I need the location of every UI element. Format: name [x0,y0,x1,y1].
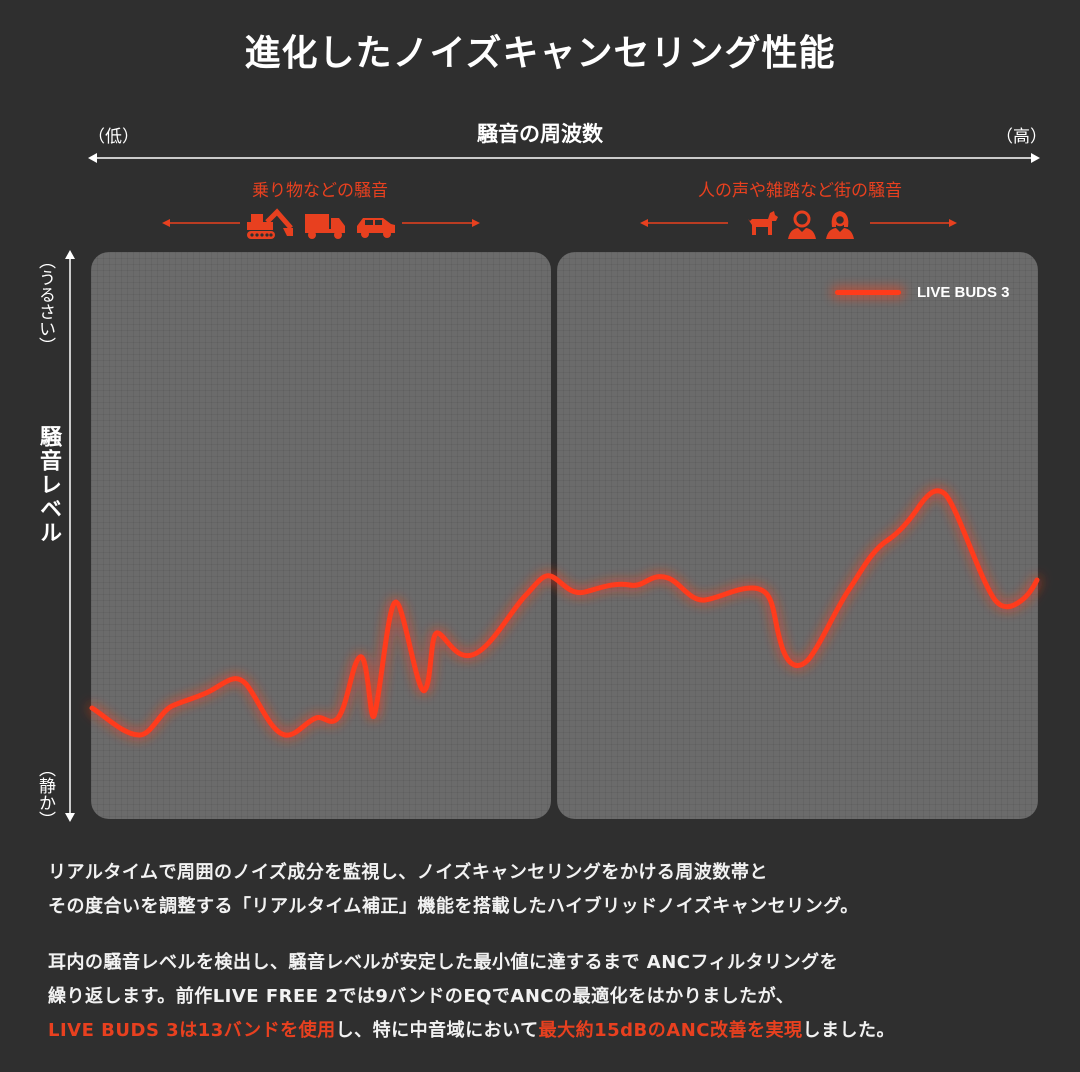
city-icons [748,208,854,240]
paragraph-2-line-2: 繰り返します。前作LIVE FREE 2では9バンドのEQでANCの最適化をはか… [48,986,795,1007]
vertical-axis-arrow [65,250,75,822]
man-icon [788,210,816,239]
group-label-city: 人の声や雑踏など街の騒音 [698,181,902,201]
group-label-vehicles: 乗り物などの騒音 [252,181,388,201]
legend-swatch [835,290,901,295]
paragraph-1-line-2: その度合いを調整する「リアルタイム補正」機能を搭載したハイブリッドノイズキャンセ… [48,896,859,917]
paragraph-2-line-3: LIVE BUDS 3は13バンドを使用し、特に中音域において最大約15dBのA… [48,1014,1048,1048]
page-title: 進化したノイズキャンセリング性能 [244,33,836,74]
highlight-15db-improvement: 最大約15dBのANC改善を実現 [538,1020,803,1041]
chart-panel-city [557,252,1038,819]
paragraph-2-line-3-end: しました。 [802,1020,895,1041]
frequency-axis-label: 騒音の周波数 [477,122,603,146]
chart-panel-vehicles [91,252,551,819]
car-icon [357,218,395,238]
noise-level-quiet-label: （静か） [35,760,55,828]
frequency-high-label: （高） [996,127,1047,147]
chart-legend: LIVE BUDS 3 [835,284,1010,301]
highlight-13-band: LIVE BUDS 3は13バンドを使用 [48,1020,336,1041]
paragraph-1-line-1: リアルタイムで周囲のノイズ成分を監視し、ノイズキャンセリングをかける周波数帯と [48,862,768,883]
city-range-arrows [640,219,957,227]
noise-level-axis-label: 騒音レベル [36,425,61,545]
paragraph-2-line-1: 耳内の騒音レベルを検出し、騒音レベルが安定した最小値に達するまで ANCフィルタ… [48,952,839,973]
paragraph-2-line-3-mid: し、特に中音域において [335,1020,539,1041]
vehicle-icons [247,208,397,240]
frequency-axis-header: （低） 騒音の周波数 （高） [0,118,1080,148]
description-paragraph-2: 耳内の騒音レベルを検出し、騒音レベルが安定した最小値に達するまで ANCフィルタ… [48,946,1048,1048]
vehicle-range-arrows [162,219,480,227]
woman-icon [826,211,854,239]
dog-icon [748,211,778,235]
noise-level-loud-label: （うるさい） [35,252,55,354]
description-paragraph-1: リアルタイムで周囲のノイズ成分を監視し、ノイズキャンセリングをかける周波数帯と … [48,856,1048,924]
legend-label: LIVE BUDS 3 [917,284,1010,301]
truck-icon [305,214,345,239]
horizontal-axis-arrow [88,153,1040,163]
frequency-low-label: （低） [88,127,139,147]
excavator-icon [247,208,293,239]
